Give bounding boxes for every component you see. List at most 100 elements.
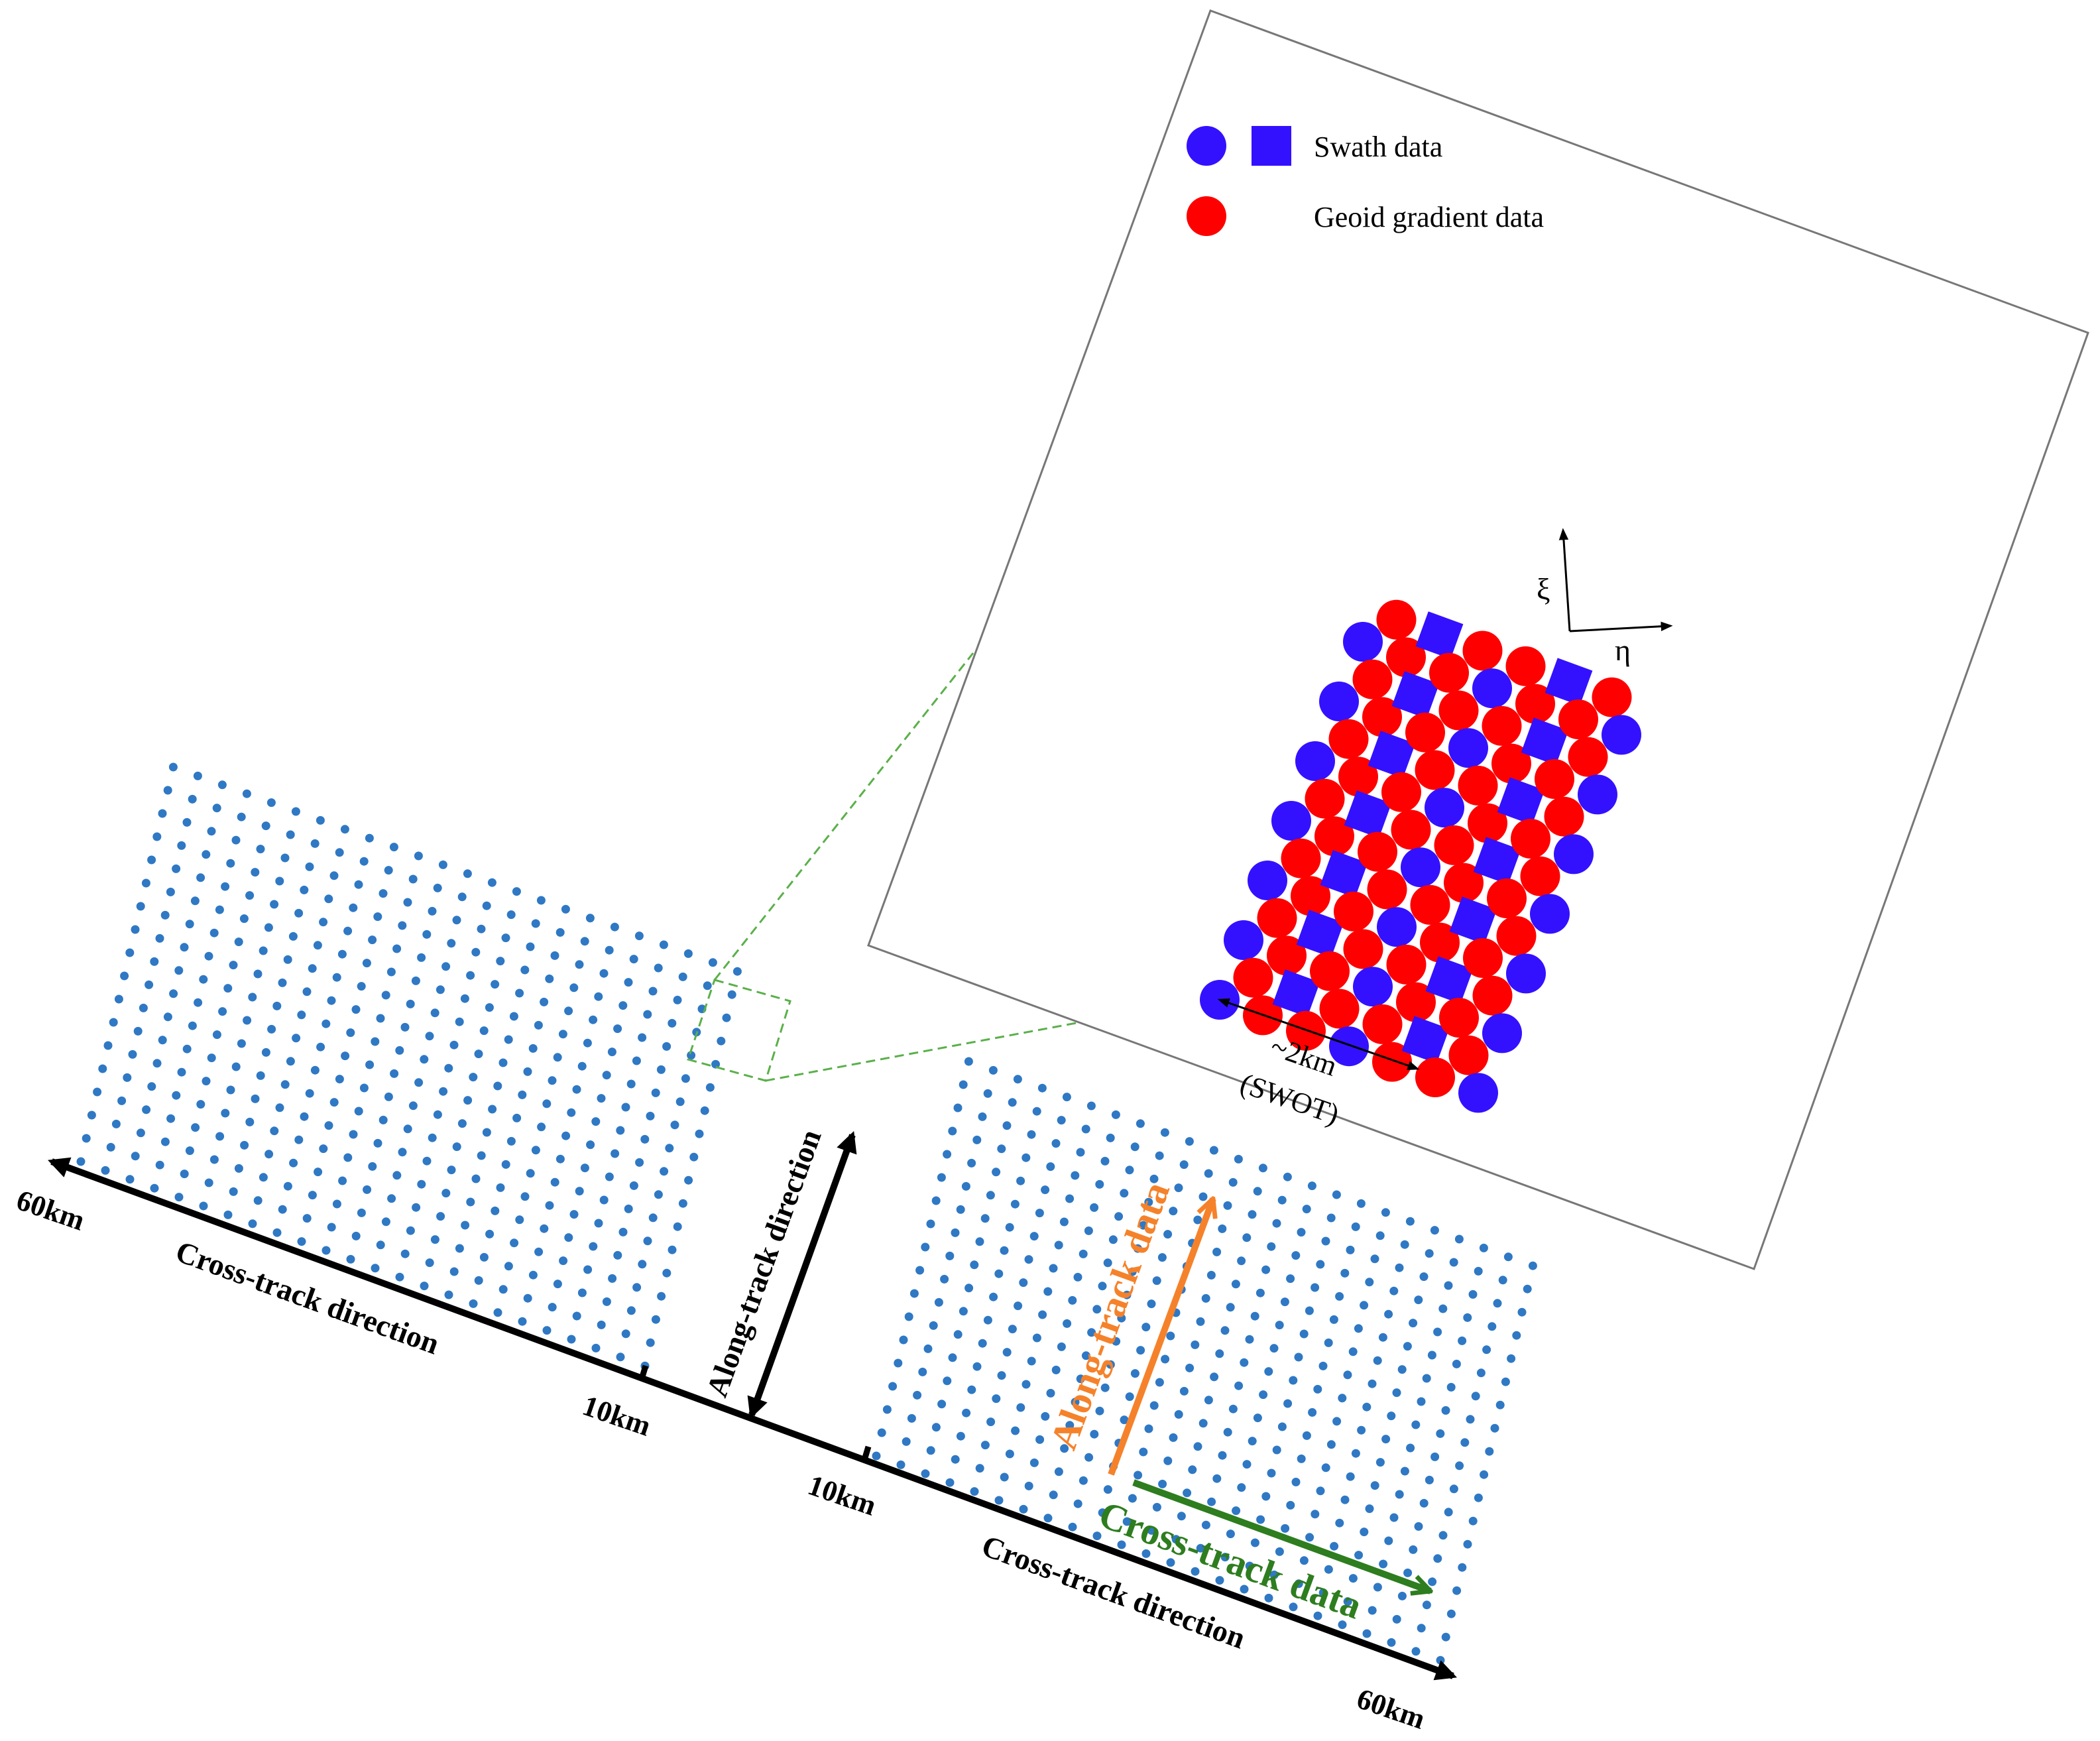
- swath-grid-dot: [659, 940, 668, 949]
- swath-grid-dot: [1368, 1606, 1377, 1615]
- swath-grid-dot: [491, 980, 500, 989]
- swath-grid-dot: [286, 1057, 295, 1066]
- swath-grid-dot: [283, 1181, 292, 1191]
- swath-grid-dot: [526, 1169, 535, 1178]
- swath-grid-dot: [482, 1128, 491, 1137]
- swath-grid-dot: [1305, 1533, 1314, 1542]
- swath-grid-dot: [616, 1126, 625, 1135]
- swath-grid-dot: [180, 943, 189, 952]
- swath-grid-dot: [319, 918, 328, 927]
- swath-grid-dot: [989, 1292, 998, 1301]
- swath-grid-dot: [1193, 1442, 1202, 1451]
- swath-grid-dot: [76, 1157, 86, 1166]
- swath-grid-dot: [1049, 1264, 1058, 1273]
- swath-grid-dot: [202, 850, 211, 859]
- swath-grid-dot: [1419, 1272, 1429, 1282]
- swath-grid-dot: [504, 1262, 513, 1271]
- swath-grid-dot: [1035, 1209, 1044, 1218]
- swath-grid-dot: [626, 1306, 636, 1315]
- swath-grid-dot: [1188, 1465, 1197, 1474]
- zoom-region-box: [687, 979, 791, 1082]
- swath-grid-dot: [425, 1032, 434, 1041]
- swath-grid-dot: [1485, 1447, 1494, 1456]
- swath-grid-dot: [518, 1317, 527, 1326]
- swath-grid-dot: [237, 1039, 246, 1048]
- swath-grid-dot: [452, 1142, 461, 1152]
- swath-grid-dot: [1049, 1490, 1058, 1500]
- swath-grid-dot: [433, 1110, 442, 1119]
- swath-grid-dot: [308, 1191, 317, 1200]
- swath-grid-dot: [150, 1183, 159, 1193]
- swath-grid-dot: [150, 957, 159, 966]
- swath-grid-dot: [1068, 1295, 1077, 1305]
- swath-grid-dot: [452, 916, 461, 925]
- swath-grid-dot: [496, 957, 505, 966]
- swath-grid-dot: [640, 1134, 650, 1144]
- swath-grid-dot: [272, 1001, 282, 1010]
- swath-grid-dot: [1373, 1356, 1382, 1365]
- geoid-marker: [1420, 922, 1460, 963]
- swath-grid-dot: [1384, 1309, 1393, 1319]
- swath-grid-dot: [471, 1174, 481, 1183]
- swath-grid-dot: [379, 889, 388, 898]
- swath-grid-dot: [147, 1082, 156, 1091]
- swath-grid-dot: [491, 1206, 500, 1215]
- swath-grid-dot: [278, 978, 287, 987]
- swath-grid-dot: [1501, 1377, 1510, 1386]
- geoid-marker: [1310, 951, 1350, 991]
- swath-grid-dot: [1392, 1614, 1401, 1624]
- swath-grid-dot: [207, 827, 216, 836]
- swath-grid-dot: [485, 1003, 494, 1012]
- swath-grid-dot: [1054, 1467, 1063, 1476]
- swath-grid-dot: [1086, 1101, 1096, 1111]
- swath-grid-dot: [717, 1036, 726, 1046]
- swath-grid-dot: [98, 1064, 107, 1073]
- swath-grid-dot: [395, 1046, 404, 1055]
- swath-grid-dot: [660, 1167, 669, 1176]
- geoid-marker: [1458, 765, 1498, 806]
- swath-grid-dot: [703, 981, 712, 991]
- swath-grid-dot: [390, 1069, 399, 1078]
- cross-track-data-arrow: [1132, 1479, 1430, 1591]
- swath-grid-dot: [577, 1061, 587, 1071]
- swath-grid-dot: [523, 1067, 532, 1076]
- swath-grid-dot: [1354, 1551, 1364, 1560]
- swath-grid-dot: [136, 1128, 145, 1138]
- swath-grid-dot: [215, 905, 224, 914]
- swath-grid-dot: [1307, 1181, 1316, 1191]
- swath-grid-dot: [270, 900, 279, 909]
- swath-grid-dot: [610, 922, 619, 931]
- swath-grid-dot: [1008, 1098, 1017, 1107]
- swath-grid-dot: [518, 1090, 527, 1099]
- swath-grid-dot: [226, 1085, 235, 1095]
- swath-grid-dot: [1370, 1254, 1379, 1264]
- swath-marker: [1530, 894, 1570, 934]
- swath-grid-dot: [272, 1228, 282, 1237]
- swath-grid-dot: [520, 965, 530, 975]
- swath-grid-dot: [430, 1235, 439, 1244]
- swath-grid-dot: [722, 1013, 731, 1022]
- swath-grid-dot: [1379, 1559, 1388, 1569]
- swath-grid-dot: [212, 1030, 221, 1040]
- swath-grid-dot: [463, 869, 472, 878]
- swath-grid-dot: [1395, 1490, 1404, 1499]
- swath-grid-dot: [580, 1164, 589, 1173]
- swath-grid-dot: [439, 1087, 448, 1096]
- swath-grid-dot: [953, 1103, 962, 1112]
- swath-grid-dot: [1051, 1139, 1061, 1148]
- swath-grid-dot: [548, 1303, 557, 1312]
- swath-grid-dot: [629, 955, 638, 964]
- swath-grid-dot: [1081, 1124, 1090, 1134]
- swath-grid-dot: [482, 901, 491, 910]
- swath-grid-dot: [123, 1073, 132, 1082]
- swath-grid-dot: [466, 1197, 475, 1207]
- swath-grid-dot: [1419, 1498, 1429, 1508]
- swath-grid-dot: [978, 1339, 987, 1348]
- swath-grid-dot: [651, 1315, 660, 1324]
- swath-grid-dot: [1316, 1260, 1325, 1269]
- swath-grid-dot: [907, 1413, 916, 1423]
- swath-grid-dot: [1346, 1472, 1355, 1481]
- swath-marker: [1295, 741, 1335, 781]
- swath-grid-dot: [1019, 1278, 1028, 1288]
- swath-grid-dot: [1130, 1142, 1139, 1152]
